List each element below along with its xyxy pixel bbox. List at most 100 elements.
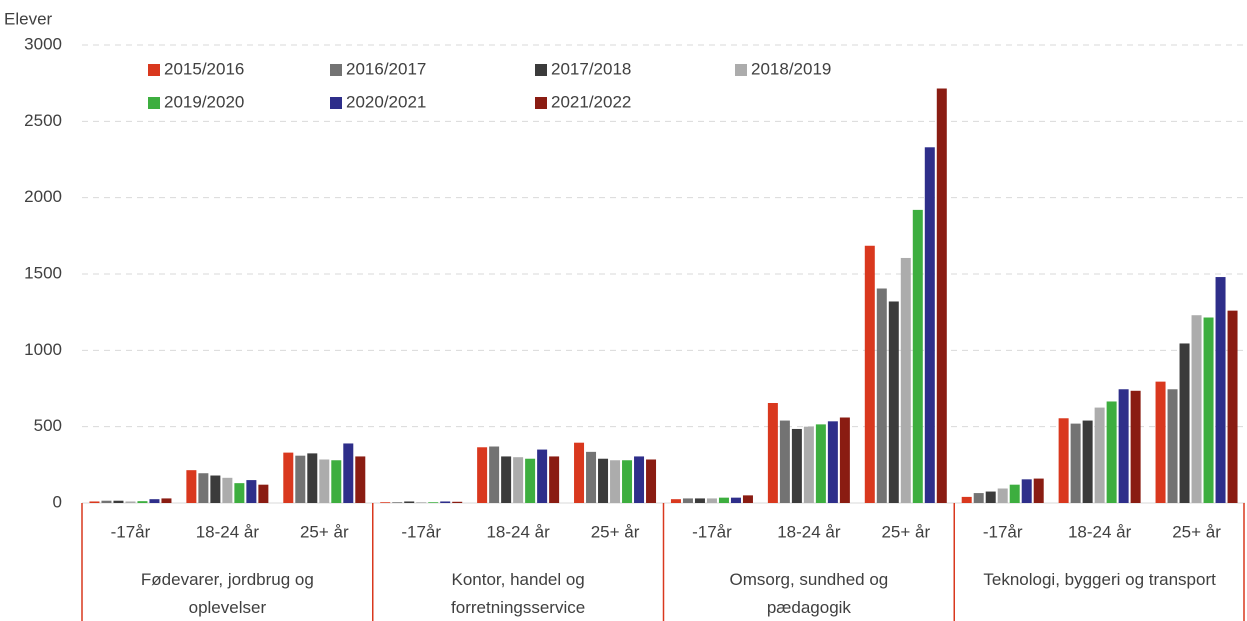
bar xyxy=(477,447,488,503)
bar xyxy=(985,491,996,503)
bar xyxy=(161,498,172,503)
bar xyxy=(307,453,318,503)
x-tick-label: 25+ år xyxy=(591,522,640,541)
legend-swatch xyxy=(330,97,342,109)
group-label: Kontor, handel og forretningsservice xyxy=(451,570,586,617)
bar xyxy=(670,499,681,503)
bar xyxy=(1094,407,1105,503)
bar xyxy=(1009,484,1020,503)
bar xyxy=(246,480,257,503)
y-tick-label: 2000 xyxy=(24,187,62,206)
bar xyxy=(574,442,585,503)
legend-label: 2021/2022 xyxy=(551,92,631,111)
bar xyxy=(416,502,427,503)
bar xyxy=(1203,317,1214,503)
bar xyxy=(1118,389,1129,503)
bar xyxy=(864,245,875,504)
legend-swatch xyxy=(148,64,160,76)
legend-swatch xyxy=(330,64,342,76)
bar xyxy=(1167,389,1178,503)
bar xyxy=(1179,343,1190,503)
bar xyxy=(1215,277,1226,503)
bar xyxy=(1058,418,1069,503)
bar xyxy=(622,460,633,503)
bar xyxy=(186,470,197,503)
bar xyxy=(815,424,826,503)
bar xyxy=(343,443,354,503)
bar xyxy=(1191,315,1202,503)
bar xyxy=(404,501,415,503)
bar xyxy=(827,421,838,503)
x-tick-label: 25+ år xyxy=(300,522,349,541)
bar xyxy=(924,147,935,503)
bar xyxy=(598,458,609,503)
bar xyxy=(1106,401,1117,503)
x-tick-label: 18-24 år xyxy=(486,522,550,541)
x-tick-label: -17år xyxy=(111,522,151,541)
bar xyxy=(961,496,972,503)
bar xyxy=(1155,381,1166,503)
bar xyxy=(997,488,1008,503)
y-tick-label: 2500 xyxy=(24,111,62,130)
bar xyxy=(392,502,403,503)
bar xyxy=(380,502,391,503)
x-tick-label: 18-24 år xyxy=(196,522,260,541)
bar xyxy=(586,451,597,503)
x-tick-label: 18-24 år xyxy=(1068,522,1132,541)
y-tick-label: 0 xyxy=(53,492,62,511)
bar xyxy=(1082,420,1093,503)
y-tick-label: 3000 xyxy=(24,34,62,53)
legend-swatch xyxy=(148,97,160,109)
bar xyxy=(319,459,330,503)
bar xyxy=(1227,310,1238,503)
y-axis-label: Elever xyxy=(4,9,53,28)
legend-label: 2020/2021 xyxy=(346,92,426,111)
bar xyxy=(101,500,112,503)
x-tick-label: 18-24 år xyxy=(777,522,841,541)
bar xyxy=(634,456,645,503)
bar xyxy=(730,497,741,503)
bar xyxy=(718,497,729,503)
bar xyxy=(694,498,705,503)
bar xyxy=(706,498,717,503)
bar xyxy=(210,475,221,503)
bar xyxy=(489,446,500,503)
bar xyxy=(549,456,560,503)
bar xyxy=(331,460,342,503)
x-tick-label: 25+ år xyxy=(881,522,930,541)
bar xyxy=(900,257,911,503)
bar xyxy=(198,473,209,503)
bar xyxy=(876,288,887,503)
group-label: Teknologi, byggeri og transport xyxy=(983,570,1216,589)
bar xyxy=(936,88,947,503)
bar xyxy=(742,495,753,503)
bar xyxy=(525,458,536,503)
bar xyxy=(125,501,136,503)
group-label: Omsorg, sundhed og pædagogik xyxy=(729,570,889,617)
bar xyxy=(452,501,463,503)
bar xyxy=(610,460,621,503)
bar xyxy=(89,501,100,503)
bar xyxy=(258,484,269,503)
legend-swatch xyxy=(535,97,547,109)
y-tick-label: 500 xyxy=(34,416,62,435)
bar xyxy=(839,417,850,503)
bar xyxy=(501,456,512,503)
bar xyxy=(283,452,294,503)
bar xyxy=(222,477,233,503)
bar xyxy=(1070,423,1081,503)
legend-label: 2019/2020 xyxy=(164,92,244,111)
bar xyxy=(1130,390,1141,503)
y-tick-label: 1500 xyxy=(24,263,62,282)
bar xyxy=(513,457,524,503)
bar xyxy=(973,493,984,503)
bar xyxy=(537,449,548,503)
bar xyxy=(1021,479,1032,503)
legend-label: 2017/2018 xyxy=(551,59,631,78)
group-label: Fødevarer, jordbrug og oplevelser xyxy=(140,570,314,617)
x-tick-label: -17år xyxy=(401,522,441,541)
bar xyxy=(137,501,148,503)
bar xyxy=(767,403,778,503)
